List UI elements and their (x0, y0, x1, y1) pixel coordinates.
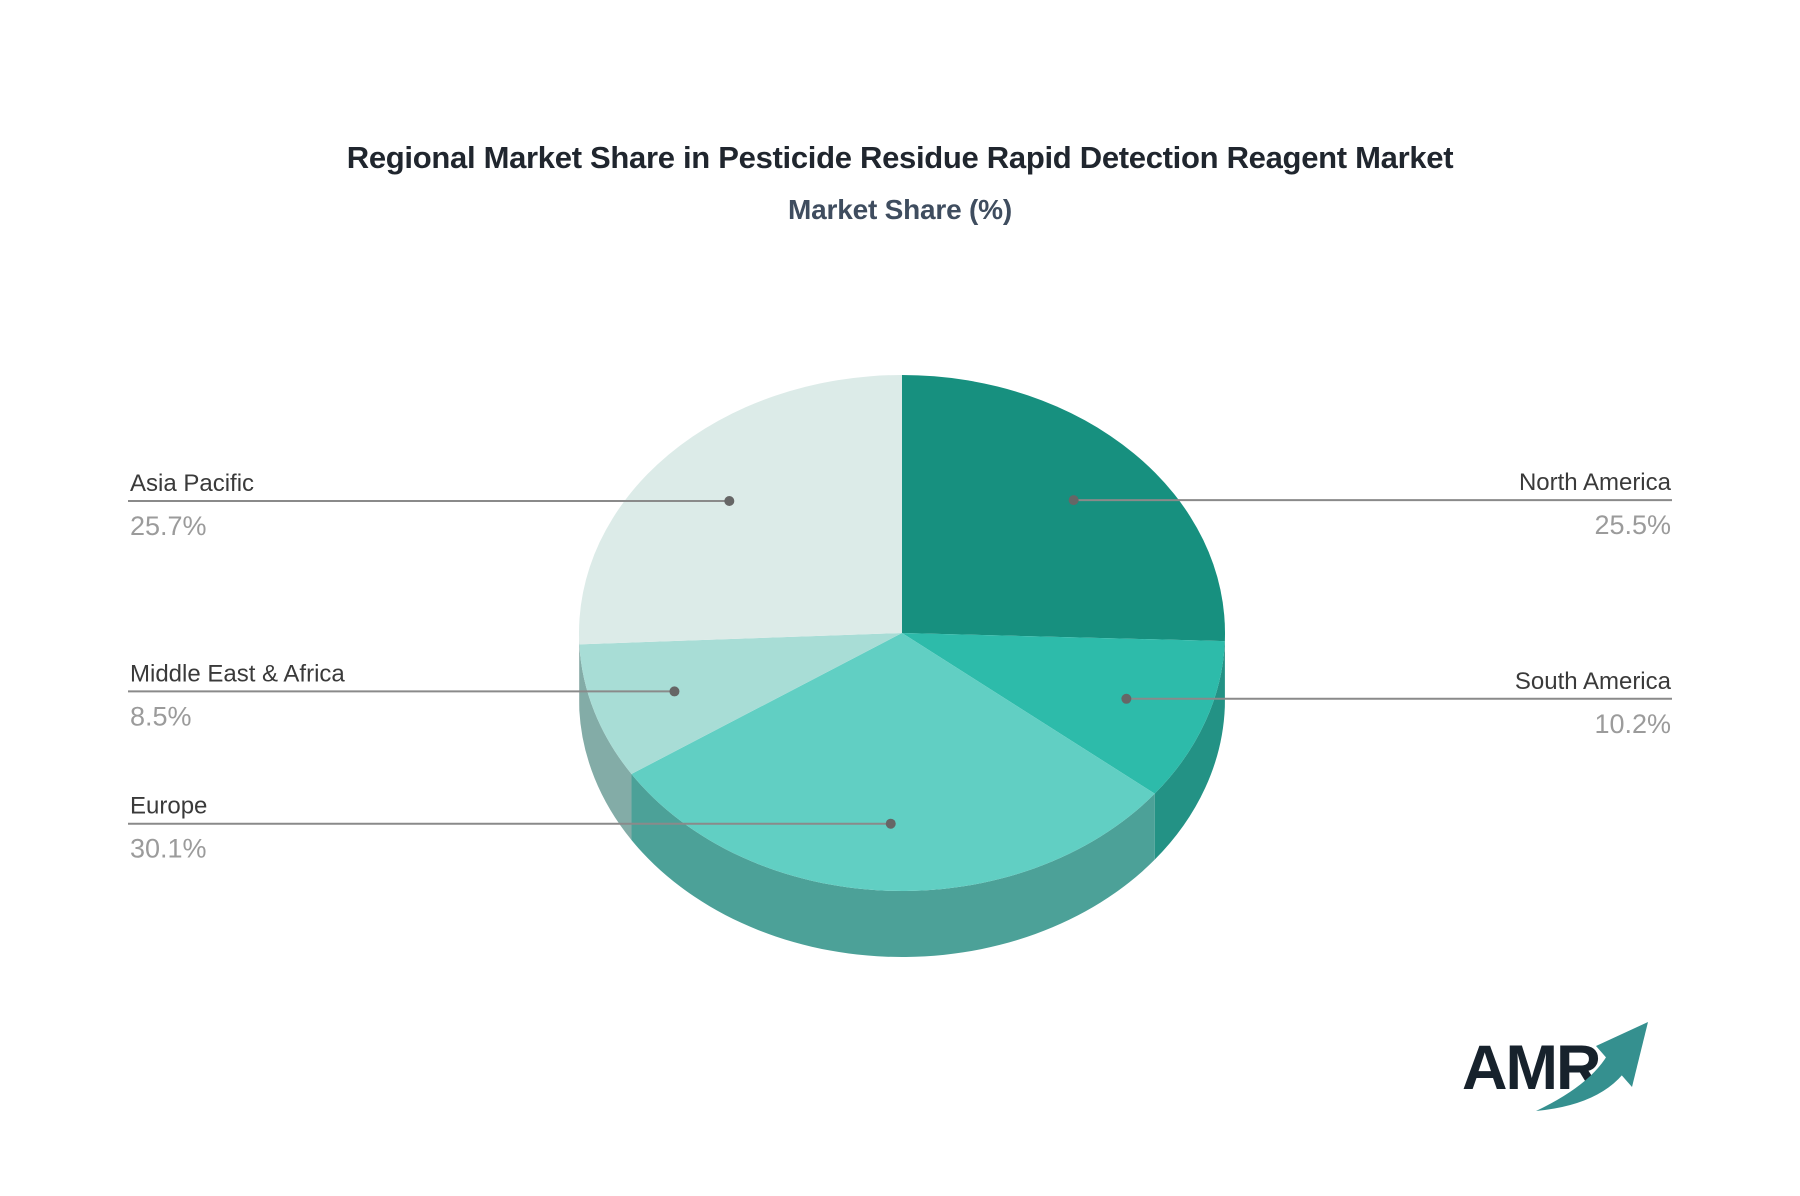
chart-title: Regional Market Share in Pesticide Resid… (346, 140, 1454, 175)
slice-value-asia-pacific: 25.7% (130, 511, 207, 541)
leader-dot-europe (885, 818, 896, 829)
slice-label-europe: Europe (130, 793, 207, 820)
slice-label-north-america: North America (1519, 469, 1672, 496)
pie-slice-asia-pacific[interactable] (579, 375, 902, 645)
pie-slice-south-america[interactable] (902, 633, 1225, 794)
slice-value-north-america: 25.5% (1594, 510, 1671, 540)
pie-slice-north-america[interactable] (902, 375, 1225, 642)
pie-slice-europe[interactable] (631, 633, 1155, 891)
pie-slice-side-middle-east-africa (579, 644, 632, 840)
chart-subtitle: Market Share (%) (788, 194, 1012, 225)
leader-dot-south-america (1121, 693, 1132, 704)
leader-dot-asia-pacific (724, 496, 735, 507)
leader-dot-middle-east-africa (669, 686, 680, 697)
leader-dot-north-america (1068, 495, 1079, 506)
slice-label-middle-east-africa: Middle East & Africa (130, 660, 345, 687)
pie-slice-side-south-america (1154, 641, 1225, 860)
slice-value-europe: 30.1% (130, 834, 207, 864)
amr-logo: AMR (1462, 1022, 1648, 1111)
pie-slice-middle-east-africa[interactable] (579, 633, 902, 774)
slice-label-asia-pacific: Asia Pacific (130, 470, 254, 497)
logo-arrow-head-icon (1596, 1022, 1648, 1087)
logo-arrow-swoosh-icon (1536, 1046, 1633, 1111)
slice-value-south-america: 10.2% (1594, 709, 1671, 739)
slice-value-middle-east-africa: 8.5% (130, 701, 192, 731)
slice-label-south-america: South America (1515, 668, 1672, 695)
pie-slice-side-europe (631, 773, 1155, 957)
